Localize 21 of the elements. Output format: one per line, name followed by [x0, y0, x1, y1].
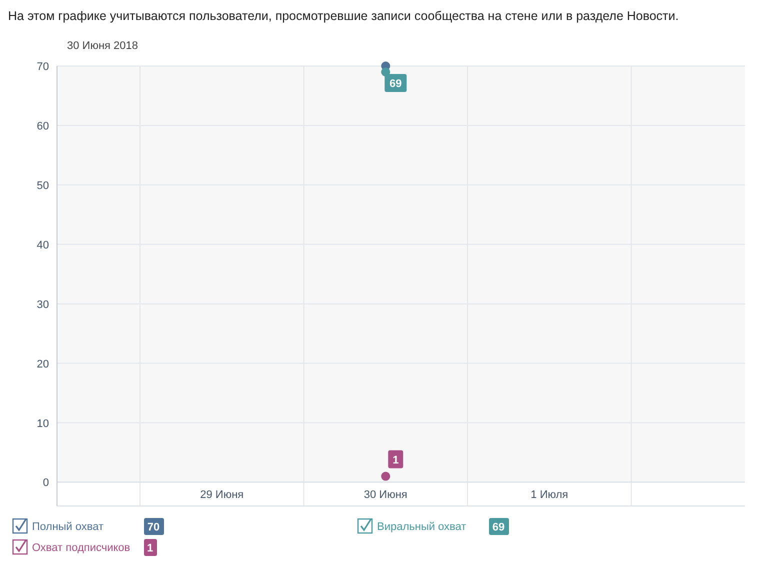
data-label: 69 — [390, 78, 402, 90]
y-tick-label: 20 — [36, 358, 49, 370]
text: 70 — [147, 522, 160, 534]
y-tick-label: 10 — [36, 418, 49, 430]
legend-label: Виральный охват — [377, 521, 466, 533]
y-tick-label: 70 — [36, 61, 49, 73]
y-tick-label: 40 — [36, 239, 49, 252]
y-tick-label: 60 — [36, 120, 49, 132]
y-tick-label: 0 — [42, 477, 49, 490]
legend-label: Полный охват — [32, 521, 104, 533]
x-tick-label: 1 Июля — [530, 489, 568, 501]
y-tick-label: 50 — [36, 180, 49, 192]
x-tick-label: 30 Июня — [364, 489, 408, 501]
text: 69 — [492, 522, 505, 534]
text: 30 Июня 2018 — [67, 40, 138, 52]
chart-subtitle: На этом графике учитываются пользователи, просмотревшие записи сообщества на стене или в разделе Новости. — [8, 9, 679, 23]
legend-label: Охват подписчиков — [32, 542, 130, 554]
x-tick-label: 29 Июня — [200, 489, 244, 501]
data-label: 1 — [392, 454, 399, 466]
y-tick-label: 30 — [36, 298, 49, 311]
text: 1 — [146, 542, 154, 554]
